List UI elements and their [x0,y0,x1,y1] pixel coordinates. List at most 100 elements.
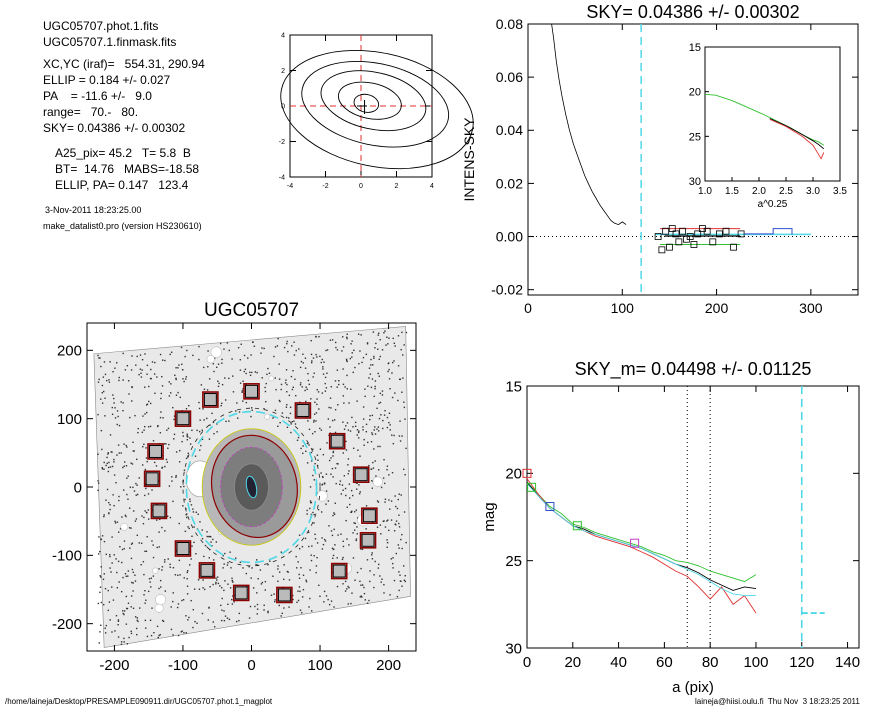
image-noise-pixel [342,421,344,423]
image-noise-pixel [144,425,146,428]
image-noise-pixel [97,602,100,605]
image-noise-pixel [346,388,349,390]
image-noise-pixel [193,541,195,544]
sky-fit-blue-steps [744,228,793,235]
image-noise-pixel [348,497,351,499]
image-noise-pixel [378,375,380,377]
image-noise-pixel [97,381,100,383]
image-noise-pixel [174,574,177,576]
image-noise-pixel [360,584,362,586]
image-noise-pixel [394,523,396,525]
image-noise-pixel [333,513,336,515]
image-noise-pixel [146,364,149,367]
image-noise-pixel [292,594,294,597]
image-noise-pixel [113,402,115,404]
image-noise-pixel [161,526,163,529]
image-noise-pixel [274,377,277,379]
image-xtick-label: 200 [376,657,401,674]
image-noise-pixel [324,540,327,542]
image-noise-pixel [365,423,368,426]
image-noise-pixel [392,337,394,340]
mag-xtick-label: 120 [789,654,814,671]
image-noise-pixel [261,347,263,349]
image-noise-pixel [227,603,229,606]
image-noise-pixel [175,451,178,453]
image-noise-pixel [122,466,124,469]
image-noise-pixel [301,386,303,388]
image-noise-pixel [397,365,400,367]
image-noise-pixel [142,415,144,417]
image-noise-pixel [103,390,105,393]
image-noise-pixel [368,377,370,379]
image-noise-pixel [256,613,258,615]
mag-ytick-label: 20 [505,466,522,483]
image-noise-pixel [117,415,119,418]
image-noise-pixel [105,499,107,501]
image-noise-pixel [216,366,218,369]
image-noise-pixel [113,397,115,400]
image-noise-pixel [319,595,321,597]
image-masked-star [206,355,215,364]
image-noise-pixel [272,417,274,419]
image-noise-pixel [296,601,298,604]
image-noise-pixel [285,416,288,419]
image-noise-pixel [159,518,161,521]
image-noise-pixel [325,473,328,475]
image-noise-pixel [404,418,406,420]
image-noise-pixel [156,376,158,378]
image-noise-pixel [393,434,395,437]
image-noise-pixel [363,444,365,446]
image-noise-pixel [227,583,229,585]
image-noise-pixel [398,378,401,381]
image-noise-pixel [319,427,321,430]
image-noise-pixel [116,521,119,523]
image-noise-pixel [221,358,223,361]
image-noise-pixel [316,542,319,544]
image-noise-pixel [109,619,111,621]
image-noise-pixel [108,379,110,381]
image-noise-pixel [224,615,227,617]
image-noise-pixel [121,548,124,551]
image-noise-pixel [158,546,160,548]
image-noise-pixel [179,574,181,576]
image-noise-pixel [203,366,205,369]
sky-point [666,243,673,251]
header-ellip: ELLIP = 0.184 +/- 0.027 [43,73,171,87]
image-noise-pixel [331,534,334,537]
image-noise-pixel [364,388,366,390]
inset-xtick-label: 3.5 [833,186,847,197]
image-noise-pixel [382,427,384,430]
image-noise-pixel [111,631,113,633]
inset-xtick-label: 1.0 [698,186,712,197]
image-sky-box [328,432,346,450]
image-noise-pixel [289,406,292,409]
image-noise-pixel [397,544,399,546]
image-noise-pixel [101,466,103,469]
image-noise-pixel [191,545,193,547]
image-noise-pixel [307,379,310,382]
image-noise-pixel [299,384,302,386]
image-noise-pixel [361,584,364,586]
image-noise-pixel [354,511,356,513]
image-noise-pixel [342,452,344,454]
image-noise-pixel [323,538,326,541]
image-noise-pixel [147,590,150,593]
image-noise-pixel [136,355,138,358]
image-noise-pixel [170,351,173,353]
image-noise-pixel [292,386,294,388]
image-noise-pixel [293,354,296,356]
image-noise-pixel [231,579,234,582]
image-noise-pixel [134,414,136,417]
image-noise-pixel [358,437,360,439]
image-noise-pixel [162,417,164,419]
image-noise-pixel [175,367,177,369]
image-noise-pixel [318,335,320,338]
image-noise-pixel [352,532,354,534]
image-noise-pixel [330,530,333,532]
image-noise-pixel [336,557,338,559]
image-noise-pixel [315,412,318,414]
image-noise-pixel [353,349,355,352]
image-noise-pixel [182,431,184,434]
image-noise-pixel [178,364,180,366]
image-noise-pixel [117,560,120,563]
